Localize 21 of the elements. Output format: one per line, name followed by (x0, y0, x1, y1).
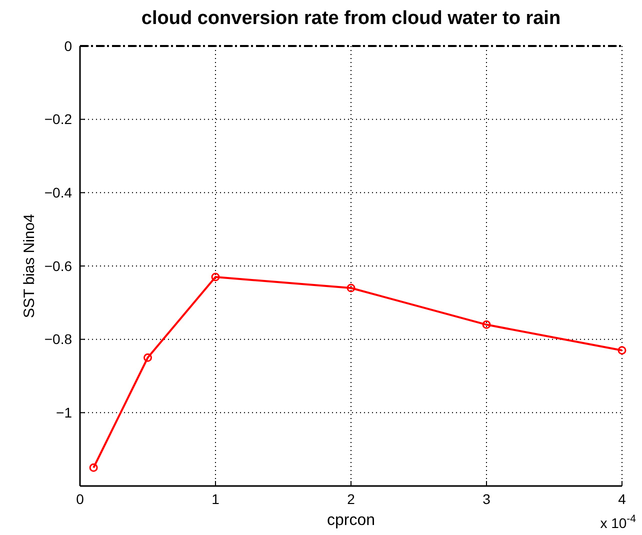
y-tick-label: −1 (56, 404, 72, 421)
y-tick-label: −0.2 (44, 111, 72, 128)
point (144, 353, 152, 362)
point (89, 463, 98, 472)
point (346, 284, 356, 292)
y-tick-label: 0 (64, 38, 72, 54)
chart-title: cloud conversion rate from cloud water to rain (141, 8, 561, 29)
y-axis-title: SST bias Nino4 (21, 214, 38, 318)
y-tick-label: −0.4 (44, 184, 72, 201)
x-tick-label: 4 (618, 491, 626, 507)
x-tick-label: 2 (347, 491, 356, 507)
y-tick-label: −0.8 (44, 331, 72, 348)
point (618, 346, 626, 355)
y-tick-label: −0.6 (44, 258, 72, 274)
point (211, 272, 220, 282)
point (482, 320, 491, 329)
text: x 10$^{-4}$ (600, 513, 636, 531)
x-tick-label: 1 (212, 491, 220, 507)
x-tick-label: 0 (76, 491, 84, 507)
x-axis-title: cprcon (326, 512, 376, 529)
x-tick-label: 3 (482, 491, 491, 507)
